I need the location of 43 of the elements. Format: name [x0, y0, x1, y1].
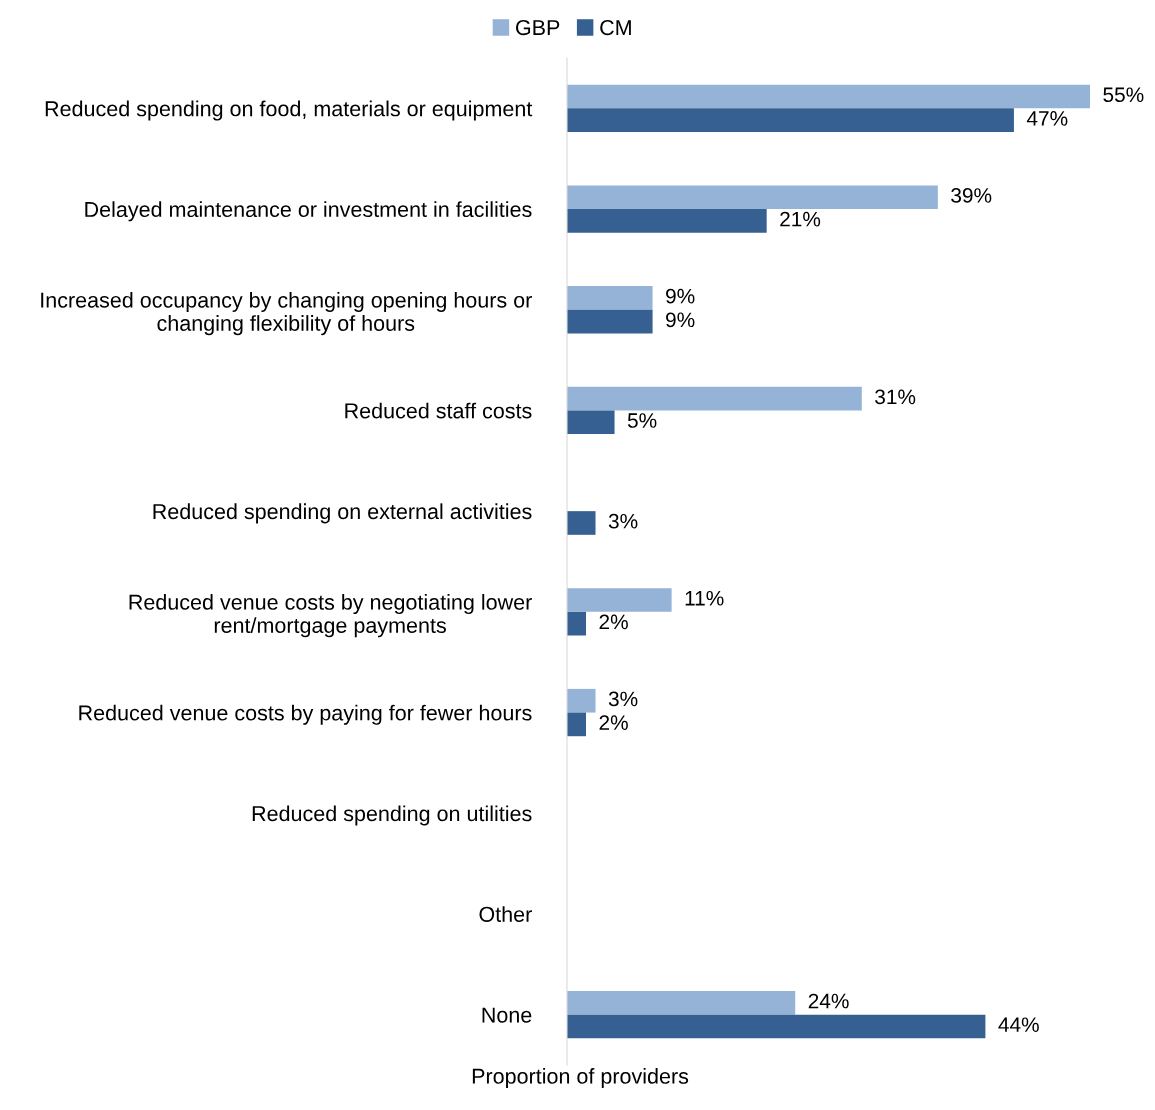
y-tick-label: None [482, 1007, 532, 1023]
bar [567, 712, 587, 737]
y-tick-label: Reduced staff costs [345, 402, 532, 419]
bar [567, 1014, 986, 1039]
y-tick-label: Increased occupancy by changing opening hours or changing flexibility of hours [41, 291, 532, 336]
bar [567, 511, 596, 535]
data-label: 3% [608, 513, 638, 529]
bar [567, 209, 767, 233]
data-label: 2% [599, 614, 628, 630]
data-label: 24% [808, 993, 849, 1009]
bar [567, 286, 653, 310]
bar [567, 990, 796, 1015]
data-label: 44% [998, 1017, 1039, 1032]
data-label: 47% [1026, 111, 1068, 126]
data-label: 5% [627, 413, 657, 428]
data-label: 9% [666, 288, 695, 304]
data-label: 55% [1103, 87, 1144, 103]
bar [567, 688, 596, 713]
y-tick-label: Reduced spending on utilities [252, 805, 532, 826]
data-label: 11% [685, 590, 724, 606]
bar [567, 108, 1014, 133]
data-label: 3% [608, 691, 638, 707]
data-label: 31% [875, 389, 916, 405]
bar [567, 611, 587, 636]
bar [567, 386, 862, 411]
y-tick-label: Delayed maintenance or investment in facilities [85, 201, 532, 222]
legend-label: GBP [516, 19, 560, 36]
y-tick-label: Reduced spending on food, materials or equipment [45, 100, 533, 121]
y-tick-label: Other [479, 906, 532, 922]
data-label: 21% [780, 211, 821, 227]
bar [567, 309, 653, 334]
bar [567, 84, 1090, 109]
data-label: 39% [951, 188, 992, 203]
data-label: 9% [666, 312, 695, 328]
data-label: 2% [599, 715, 628, 730]
legend-label: CM [600, 19, 631, 36]
bar [567, 185, 938, 210]
y-tick-label: Reduced venue costs by negotiating lower rent/mortgage payments [129, 594, 532, 638]
x-axis-title: Proportion of providers [472, 1068, 689, 1089]
bar [567, 588, 672, 612]
y-tick-label: Reduced venue costs by paying for fewer hours [79, 704, 532, 725]
bar [567, 410, 615, 435]
y-tick-label: Reduced spending on external activities [153, 503, 532, 524]
